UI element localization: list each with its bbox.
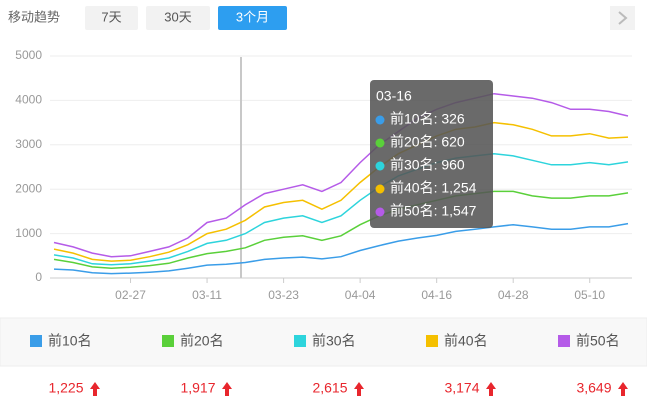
tooltip-row: 前40名: 1,254 bbox=[390, 180, 477, 196]
tooltip-dot bbox=[375, 184, 385, 194]
y-tick-label: 3000 bbox=[15, 137, 42, 151]
x-tick-label: 04-04 bbox=[345, 288, 376, 302]
legend-swatch bbox=[558, 335, 570, 347]
x-tick-label: 04-16 bbox=[421, 288, 452, 302]
up-arrow bbox=[354, 382, 364, 396]
legend: 前10名 1,225 前20名 1,917 前30名 2,615 前40名 3,174 前50名… bbox=[30, 333, 628, 396]
series-line bbox=[53, 121, 629, 262]
range-button[interactable] bbox=[146, 6, 210, 30]
y-tick-label: 0 bbox=[35, 270, 42, 284]
legend-swatch bbox=[294, 335, 306, 347]
legend-swatch bbox=[30, 335, 42, 347]
y-tick-label: 5000 bbox=[15, 48, 42, 62]
next-icon bbox=[618, 11, 628, 25]
range-button-label: 3个月 bbox=[236, 9, 269, 24]
up-arrow bbox=[222, 382, 232, 396]
legend-label: 前10名 bbox=[48, 333, 92, 349]
up-arrow bbox=[90, 382, 100, 396]
legend-label: 前30名 bbox=[312, 333, 356, 349]
tooltip-row: 前10名: 326 bbox=[390, 111, 465, 127]
series-line bbox=[53, 190, 629, 269]
range-button-label: 30天 bbox=[164, 9, 191, 24]
range-button[interactable] bbox=[218, 6, 287, 30]
current-value: 1,917 bbox=[180, 380, 215, 396]
tooltip-title: 03-16 bbox=[376, 88, 412, 104]
x-tick-label: 05-10 bbox=[574, 288, 605, 302]
tooltip-dot bbox=[375, 115, 385, 125]
tooltip-row: 前50名: 1,547 bbox=[390, 203, 477, 219]
section-label: 移动趋势 bbox=[8, 9, 60, 24]
tooltip-dot bbox=[375, 161, 385, 171]
legend-label: 前20名 bbox=[180, 333, 224, 349]
up-arrow bbox=[486, 382, 496, 396]
tooltip-dot bbox=[375, 138, 385, 148]
range-buttons: 7天 30天 3个月 bbox=[85, 6, 287, 30]
lines bbox=[53, 92, 629, 275]
tooltip: 03-16 前10名: 326 前20名: 620 前30名: 960 前40名: 1… bbox=[370, 80, 493, 228]
tooltip-row: 前20名: 620 bbox=[390, 134, 465, 150]
tooltip-row: 前30名: 960 bbox=[390, 157, 465, 173]
y-tick-label: 1000 bbox=[15, 226, 42, 240]
current-value: 3,649 bbox=[576, 380, 611, 396]
current-value: 1,225 bbox=[48, 380, 83, 396]
legend-band bbox=[0, 317, 647, 367]
x-tick-label: 03-23 bbox=[268, 288, 299, 302]
x-tick-label: 02-27 bbox=[115, 288, 146, 302]
current-value: 3,174 bbox=[444, 380, 479, 396]
range-button[interactable] bbox=[85, 6, 138, 30]
x-tick-label: 03-11 bbox=[192, 288, 222, 302]
series-line bbox=[53, 92, 629, 258]
legend-swatch bbox=[162, 335, 174, 347]
series-line bbox=[53, 222, 629, 275]
y-tick-label: 2000 bbox=[15, 181, 42, 195]
current-value: 2,615 bbox=[312, 380, 347, 396]
legend-swatch bbox=[426, 335, 438, 347]
tooltip-dot bbox=[375, 207, 385, 217]
range-button-label: 7天 bbox=[101, 9, 121, 24]
y-tick-label: 4000 bbox=[15, 93, 42, 107]
tooltip-box bbox=[370, 80, 493, 228]
x-tick-label: 04-28 bbox=[498, 288, 529, 302]
up-arrow bbox=[618, 382, 628, 396]
legend-label: 前50名 bbox=[576, 333, 620, 349]
legend-label: 前40名 bbox=[444, 333, 488, 349]
series-line bbox=[53, 152, 629, 266]
next-button[interactable] bbox=[610, 6, 635, 30]
grid: 0 1000 2000 3000 4000 5000 02-27 03-11 03-23 04-0… bbox=[15, 48, 632, 302]
